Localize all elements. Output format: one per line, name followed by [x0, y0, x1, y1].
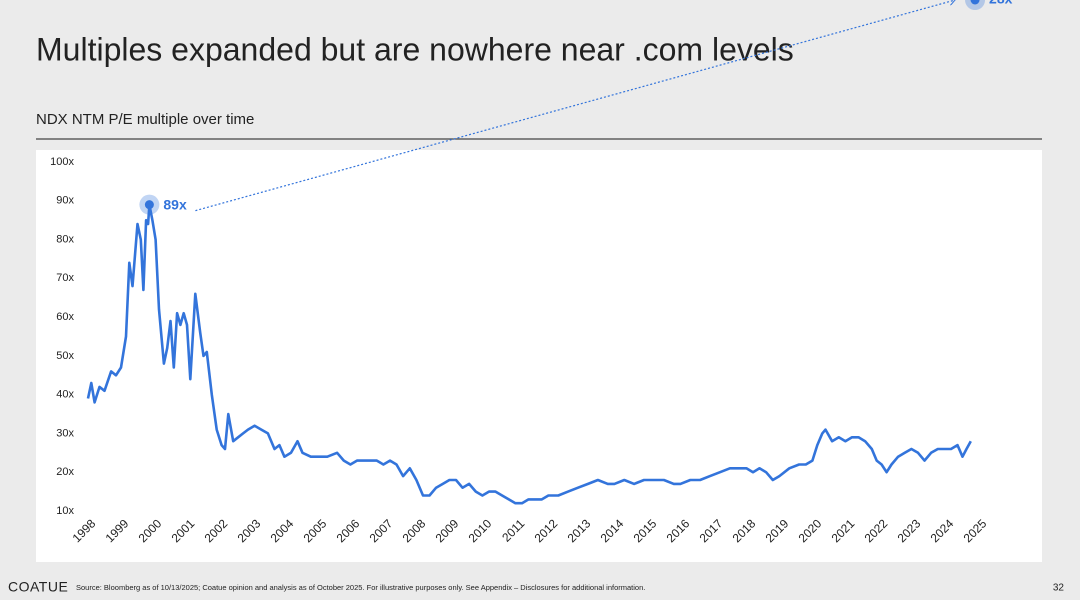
y-tick-label: 30x	[56, 427, 74, 439]
trend-arrow	[195, 0, 955, 212]
y-tick-label: 70x	[56, 272, 74, 284]
highlight-halo	[965, 0, 986, 10]
highlight-point	[970, 0, 980, 5]
value-label: 28x	[989, 0, 1013, 7]
source-note: Source: Bloomberg as of 10/13/2025; Coat…	[76, 583, 645, 592]
y-tick-label: 40x	[56, 389, 74, 401]
value-label: 89x	[163, 196, 187, 212]
logo: COATUE	[8, 579, 68, 595]
y-tick-label: 90x	[56, 195, 74, 207]
page-number: 32	[1053, 583, 1065, 594]
y-tick-label: 60x	[56, 311, 74, 323]
slide-title: Multiples expanded but are nowhere near …	[36, 31, 794, 67]
y-tick-label: 10x	[56, 505, 74, 517]
y-tick-label: 50x	[56, 350, 74, 362]
series-line	[86, 203, 972, 505]
y-tick-label: 80x	[56, 233, 74, 245]
highlight-point	[144, 200, 154, 210]
y-tick-label: 100x	[50, 156, 74, 168]
chart-subtitle: NDX NTM P/E multiple over time	[36, 111, 254, 128]
y-tick-label: 20x	[56, 466, 74, 478]
